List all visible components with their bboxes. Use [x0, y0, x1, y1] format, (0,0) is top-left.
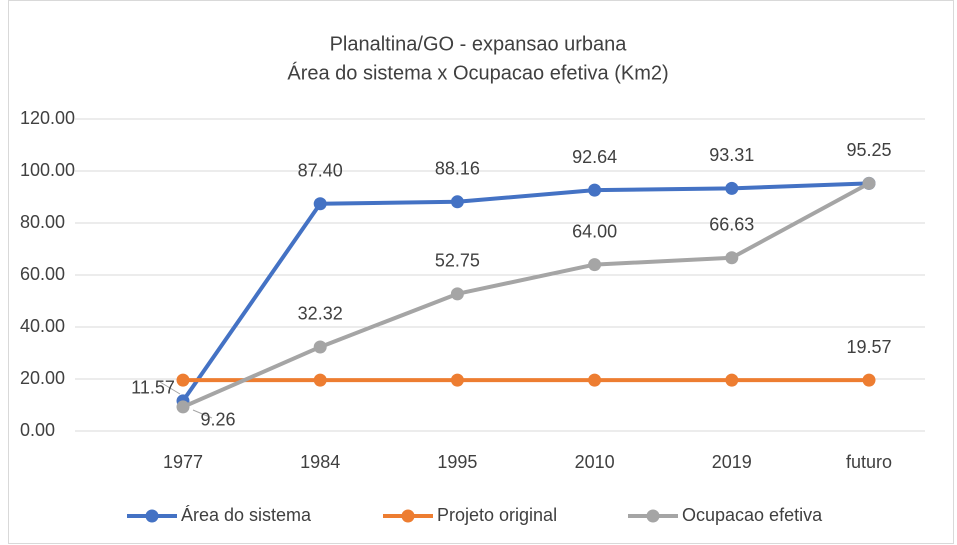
y-tick-label: 120.00 — [20, 108, 75, 128]
x-tick-label: 1977 — [163, 452, 203, 472]
data-point — [450, 195, 464, 209]
data-point — [588, 183, 602, 197]
legend-label: Projeto original — [437, 505, 557, 525]
data-point — [176, 373, 190, 387]
legend-label: Ocupacao efetiva — [682, 505, 823, 525]
data-point — [450, 373, 464, 387]
legend-marker — [646, 509, 660, 523]
y-tick-label: 0.00 — [20, 420, 55, 440]
data-label: 88.16 — [435, 159, 480, 179]
data-point — [313, 340, 327, 354]
data-label: 66.63 — [709, 215, 754, 235]
x-tick-label: 1984 — [300, 452, 340, 472]
series-line — [181, 181, 870, 403]
x-tick-label: 2010 — [575, 452, 615, 472]
data-label: 93.31 — [709, 145, 754, 165]
data-point — [725, 181, 739, 195]
y-tick-label: 20.00 — [20, 368, 65, 388]
data-point — [313, 373, 327, 387]
data-point — [313, 197, 327, 211]
leader-line — [159, 381, 181, 395]
data-point — [725, 251, 739, 265]
chart-frame — [8, 0, 954, 544]
data-point — [176, 400, 190, 414]
data-point — [450, 287, 464, 301]
legend-label: Área do sistema — [181, 505, 312, 525]
data-point — [862, 373, 876, 387]
data-label: 87.40 — [298, 161, 343, 181]
y-tick-label: 40.00 — [20, 316, 65, 336]
data-label: 11.57 — [131, 378, 175, 398]
data-label: 32.32 — [298, 304, 343, 324]
legend-marker — [145, 509, 159, 523]
data-label: 92.64 — [572, 147, 617, 167]
data-label: 95.25 — [846, 140, 891, 160]
data-point — [725, 373, 739, 387]
data-point — [588, 373, 602, 387]
y-tick-label: 100.00 — [20, 160, 75, 180]
legend-marker — [401, 509, 415, 523]
data-label: 52.75 — [435, 251, 480, 271]
chart-subtitle: Área do sistema x Ocupacao efetiva (Km2) — [287, 61, 668, 84]
data-point — [862, 176, 876, 190]
y-tick-label: 80.00 — [20, 212, 65, 232]
data-label: 9.26 — [200, 410, 235, 430]
y-tick-label: 60.00 — [20, 264, 65, 284]
data-point — [588, 258, 602, 272]
x-tick-label: 1995 — [437, 452, 477, 472]
series-line — [182, 181, 870, 409]
x-tick-label: futuro — [846, 452, 892, 472]
data-label: 19.57 — [846, 337, 891, 357]
data-label: 64.00 — [572, 221, 617, 241]
chart-title: Planaltina/GO - expansao urbana — [330, 33, 628, 55]
x-tick-label: 2019 — [712, 452, 752, 472]
leader-line — [192, 409, 213, 419]
